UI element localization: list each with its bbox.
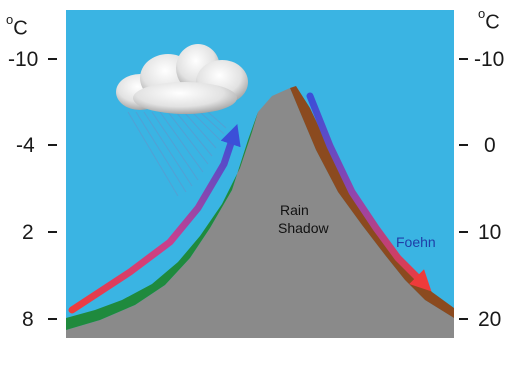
left-axis-tick-label: 8 <box>22 308 34 331</box>
foehn-label: Foehn <box>396 234 436 250</box>
windward-vegetation-band <box>66 112 258 330</box>
left-axis-tick-label: -10 <box>8 48 39 71</box>
right-axis-tick-label: -10 <box>474 48 505 71</box>
right-axis-tick <box>459 231 468 233</box>
right-axis-tick-label: 0 <box>484 134 496 157</box>
degree-symbol: o <box>6 12 14 27</box>
left-axis-tick-label: -4 <box>16 134 35 157</box>
degree-symbol: o <box>478 6 486 21</box>
unit-celsius: C <box>13 17 28 40</box>
left-axis-tick <box>48 144 57 146</box>
left-axis-tick-label: 2 <box>22 221 34 244</box>
left-axis-tick <box>48 231 57 233</box>
left-axis-unit: oC <box>6 13 28 40</box>
right-axis-tick-label: 20 <box>478 308 502 331</box>
left-axis-tick <box>48 318 57 320</box>
unit-celsius: C <box>485 11 500 34</box>
right-axis-unit: oC <box>478 7 500 34</box>
rain-cloud-icon <box>116 44 248 114</box>
rain-streaks <box>127 111 227 197</box>
mountain <box>66 88 454 338</box>
rising-air-arrow <box>68 124 241 314</box>
left-axis-tick <box>48 58 57 60</box>
right-axis-tick <box>459 318 468 320</box>
right-axis-tick <box>459 58 468 60</box>
rain-shadow-label: Rain Shadow <box>278 202 329 237</box>
right-axis-tick-label: 10 <box>478 221 502 244</box>
foehn-wind-arrow <box>306 92 432 292</box>
rain-shadow-label-line1: Rain <box>280 202 309 218</box>
leeward-soil-band <box>290 86 454 318</box>
right-axis-tick <box>459 144 468 146</box>
rain-shadow-label-line2: Shadow <box>278 219 329 236</box>
